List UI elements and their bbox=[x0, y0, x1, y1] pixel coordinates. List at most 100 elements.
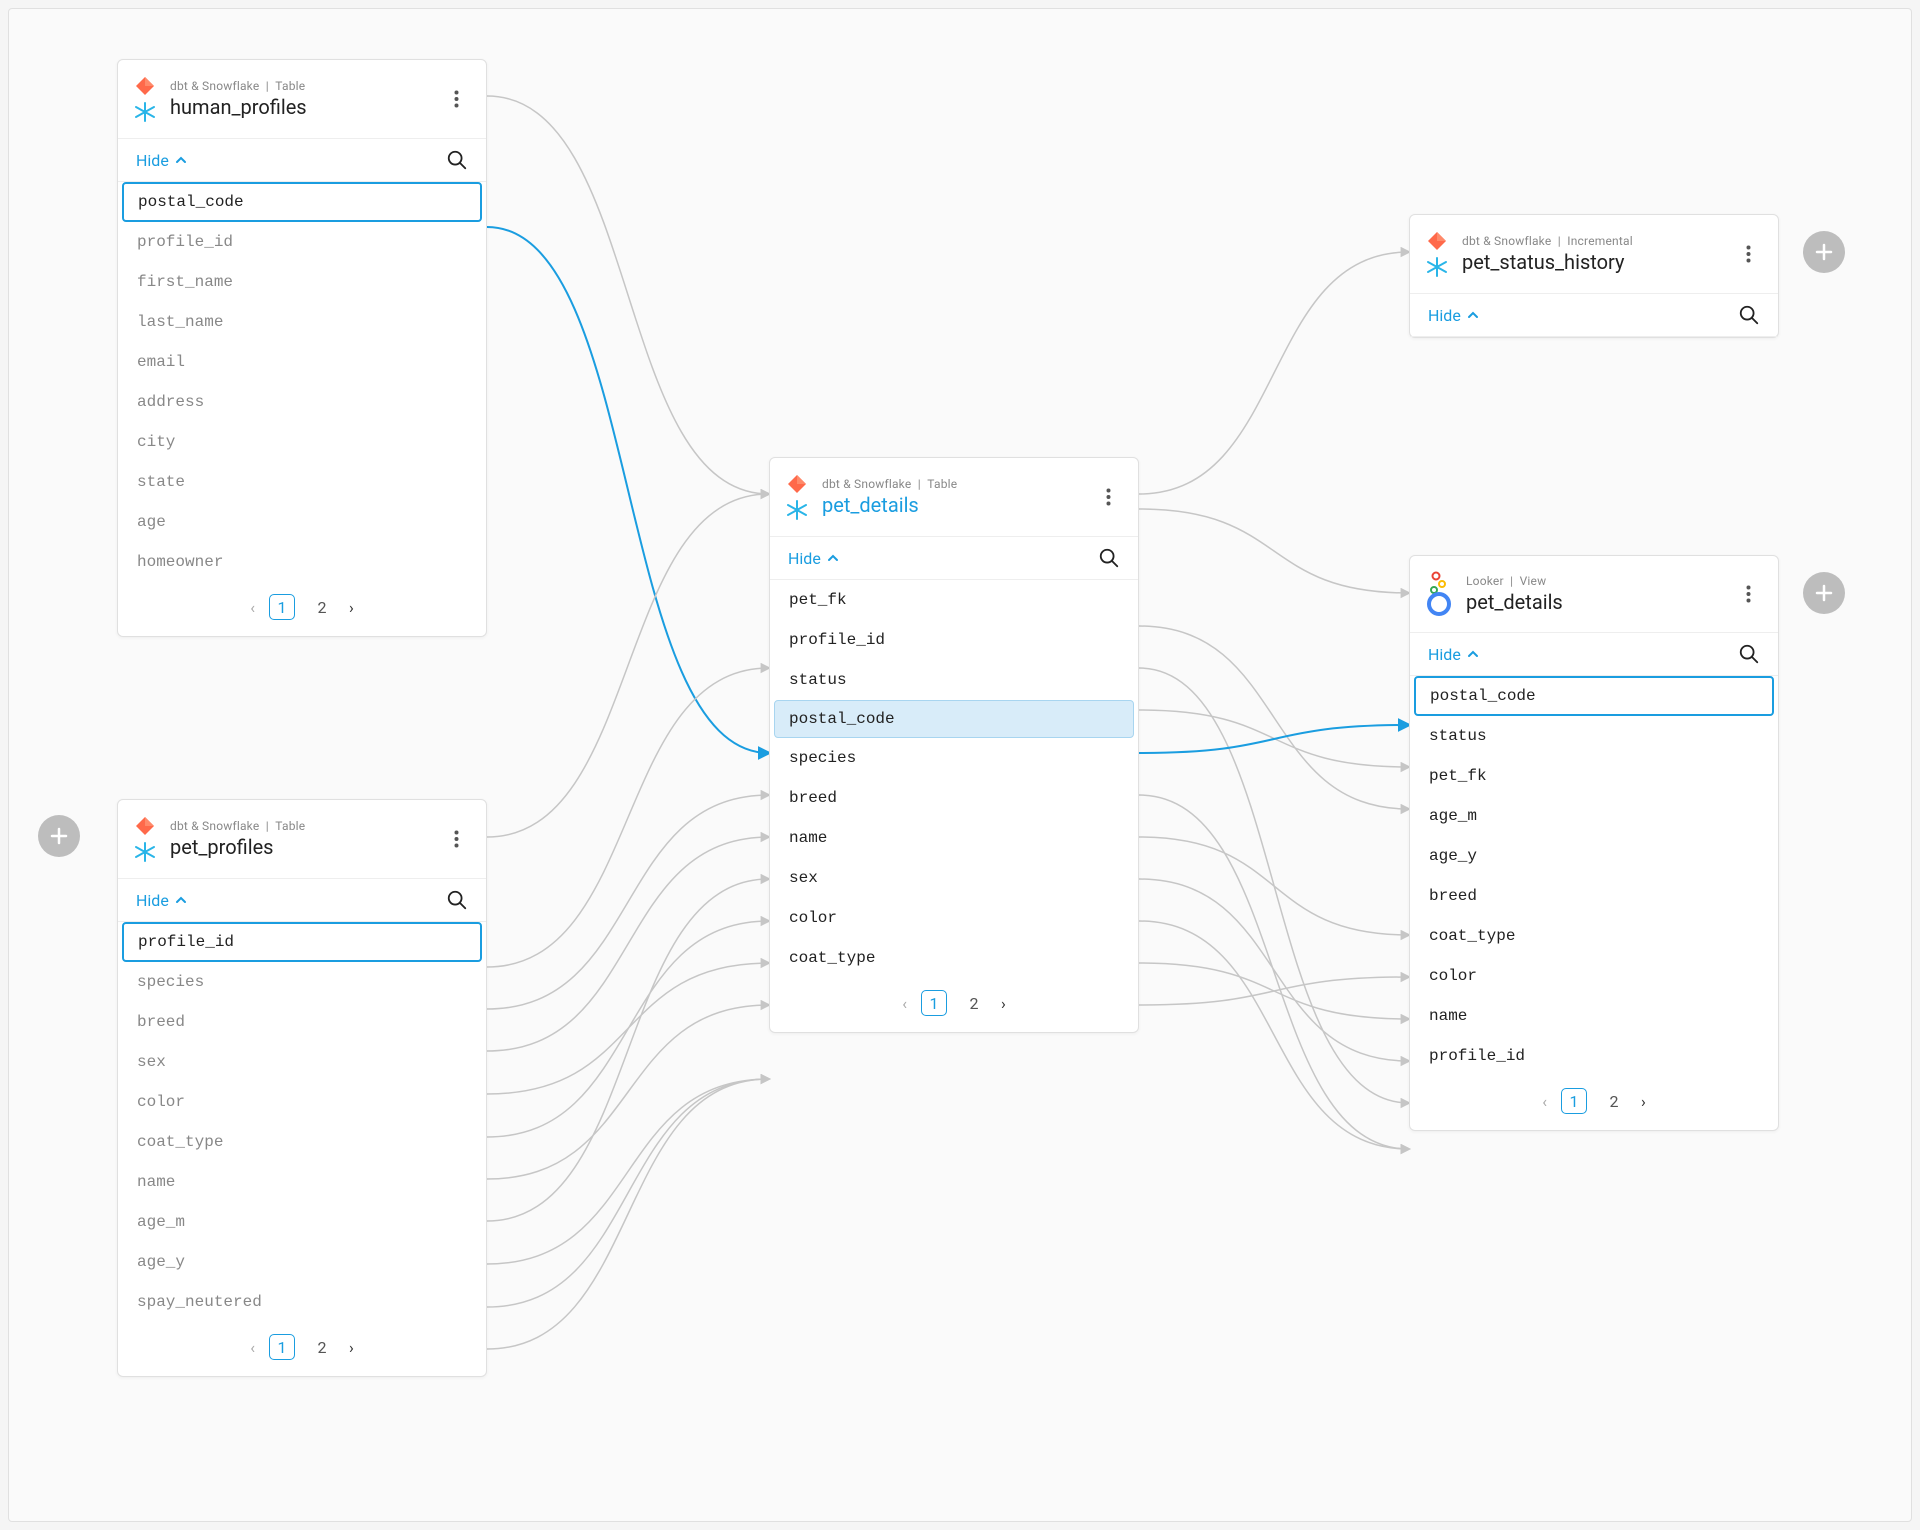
prev-page[interactable]: ‹ bbox=[1542, 1092, 1547, 1111]
pager: ‹ 1 2 › bbox=[1410, 1076, 1778, 1130]
page-1[interactable]: 1 bbox=[269, 594, 295, 620]
node-pet_status_history[interactable]: dbt & Snowflake | Incremental pet_status… bbox=[1409, 214, 1779, 338]
node-header[interactable]: dbt & Snowflake | Table pet_profiles bbox=[118, 800, 486, 879]
prev-page[interactable]: ‹ bbox=[250, 598, 255, 617]
column-pet_fk[interactable]: pet_fk bbox=[770, 580, 1138, 620]
column-profile_id[interactable]: profile_id bbox=[1410, 1036, 1778, 1076]
more-icon[interactable] bbox=[1736, 582, 1760, 606]
more-icon[interactable] bbox=[1736, 242, 1760, 266]
page-2[interactable]: 2 bbox=[309, 594, 335, 620]
column-species[interactable]: species bbox=[118, 962, 486, 1002]
node-header[interactable]: Looker | View pet_details bbox=[1410, 556, 1778, 633]
next-page[interactable]: › bbox=[1001, 994, 1006, 1013]
more-icon[interactable] bbox=[1096, 485, 1120, 509]
column-profile_id[interactable]: profile_id bbox=[122, 922, 482, 962]
add-node-button[interactable] bbox=[1803, 572, 1845, 614]
column-city[interactable]: city bbox=[118, 422, 486, 462]
search-icon[interactable] bbox=[1738, 304, 1760, 326]
hide-label: Hide bbox=[1428, 306, 1461, 325]
column-breed[interactable]: breed bbox=[770, 778, 1138, 818]
column-coat_type[interactable]: coat_type bbox=[1410, 916, 1778, 956]
column-postal_code[interactable]: postal_code bbox=[1414, 676, 1774, 716]
dbt-icon bbox=[132, 74, 158, 98]
node-pet_details[interactable]: dbt & Snowflake | Table pet_details Hide… bbox=[769, 457, 1139, 1033]
column-address[interactable]: address bbox=[118, 382, 486, 422]
hide-toggle[interactable]: Hide bbox=[136, 151, 187, 170]
page-2[interactable]: 2 bbox=[1601, 1088, 1627, 1114]
pager: ‹ 1 2 › bbox=[770, 978, 1138, 1032]
column-age[interactable]: age bbox=[118, 502, 486, 542]
page-2[interactable]: 2 bbox=[961, 990, 987, 1016]
add-node-button[interactable] bbox=[1803, 231, 1845, 273]
column-breed[interactable]: breed bbox=[118, 1002, 486, 1042]
snowflake-icon bbox=[1424, 255, 1450, 279]
column-age_y[interactable]: age_y bbox=[1410, 836, 1778, 876]
column-name[interactable]: name bbox=[118, 1162, 486, 1202]
hide-toggle[interactable]: Hide bbox=[1428, 306, 1479, 325]
column-name[interactable]: name bbox=[770, 818, 1138, 858]
column-sex[interactable]: sex bbox=[118, 1042, 486, 1082]
column-color[interactable]: color bbox=[118, 1082, 486, 1122]
page-1[interactable]: 1 bbox=[1561, 1088, 1587, 1114]
column-postal_code[interactable]: postal_code bbox=[774, 700, 1134, 738]
column-profile_id[interactable]: profile_id bbox=[118, 222, 486, 262]
page-1[interactable]: 1 bbox=[921, 990, 947, 1016]
column-breed[interactable]: breed bbox=[1410, 876, 1778, 916]
column-profile_id[interactable]: profile_id bbox=[770, 620, 1138, 660]
column-first_name[interactable]: first_name bbox=[118, 262, 486, 302]
column-pet_fk[interactable]: pet_fk bbox=[1410, 756, 1778, 796]
column-last_name[interactable]: last_name bbox=[118, 302, 486, 342]
column-color[interactable]: color bbox=[1410, 956, 1778, 996]
column-homeowner[interactable]: homeowner bbox=[118, 542, 486, 582]
column-coat_type[interactable]: coat_type bbox=[770, 938, 1138, 978]
node-source: dbt & Snowflake | Table bbox=[822, 477, 1096, 491]
column-status[interactable]: status bbox=[1410, 716, 1778, 756]
more-icon[interactable] bbox=[444, 87, 468, 111]
pager: ‹ 1 2 › bbox=[118, 582, 486, 636]
node-header[interactable]: dbt & Snowflake | Table pet_details bbox=[770, 458, 1138, 537]
more-icon[interactable] bbox=[444, 827, 468, 851]
page-2[interactable]: 2 bbox=[309, 1334, 335, 1360]
dbt-icon bbox=[132, 814, 158, 838]
prev-page[interactable]: ‹ bbox=[902, 994, 907, 1013]
column-name[interactable]: name bbox=[1410, 996, 1778, 1036]
next-page[interactable]: › bbox=[1641, 1092, 1646, 1111]
column-coat_type[interactable]: coat_type bbox=[118, 1122, 486, 1162]
column-color[interactable]: color bbox=[770, 898, 1138, 938]
node-header[interactable]: dbt & Snowflake | Incremental pet_status… bbox=[1410, 215, 1778, 294]
hide-label: Hide bbox=[136, 151, 169, 170]
column-email[interactable]: email bbox=[118, 342, 486, 382]
search-icon[interactable] bbox=[446, 149, 468, 171]
column-age_m[interactable]: age_m bbox=[1410, 796, 1778, 836]
column-spay_neutered[interactable]: spay_neutered bbox=[118, 1282, 486, 1322]
hide-toggle[interactable]: Hide bbox=[136, 891, 187, 910]
next-page[interactable]: › bbox=[349, 1338, 354, 1357]
pager: ‹ 1 2 › bbox=[118, 1322, 486, 1376]
node-header[interactable]: dbt & Snowflake | Table human_profiles bbox=[118, 60, 486, 139]
dbt-icon bbox=[784, 472, 810, 496]
search-icon[interactable] bbox=[1098, 547, 1120, 569]
column-species[interactable]: species bbox=[770, 738, 1138, 778]
lineage-canvas[interactable]: dbt & Snowflake | Table human_profiles H… bbox=[8, 8, 1912, 1522]
column-age_y[interactable]: age_y bbox=[118, 1242, 486, 1282]
snowflake-icon bbox=[132, 840, 158, 864]
node-human_profiles[interactable]: dbt & Snowflake | Table human_profiles H… bbox=[117, 59, 487, 637]
search-icon[interactable] bbox=[446, 889, 468, 911]
add-node-button[interactable] bbox=[38, 815, 80, 857]
node-title: pet_details bbox=[822, 493, 1096, 517]
column-sex[interactable]: sex bbox=[770, 858, 1138, 898]
next-page[interactable]: › bbox=[349, 598, 354, 617]
column-postal_code[interactable]: postal_code bbox=[122, 182, 482, 222]
column-state[interactable]: state bbox=[118, 462, 486, 502]
prev-page[interactable]: ‹ bbox=[250, 1338, 255, 1357]
node-looker_pet_details[interactable]: Looker | View pet_details Hide postal_co… bbox=[1409, 555, 1779, 1131]
column-list: postal_codestatuspet_fkage_mage_ybreedco… bbox=[1410, 676, 1778, 1076]
hide-toggle[interactable]: Hide bbox=[1428, 645, 1479, 664]
hide-label: Hide bbox=[136, 891, 169, 910]
node-pet_profiles[interactable]: dbt & Snowflake | Table pet_profiles Hid… bbox=[117, 799, 487, 1377]
search-icon[interactable] bbox=[1738, 643, 1760, 665]
column-status[interactable]: status bbox=[770, 660, 1138, 700]
column-age_m[interactable]: age_m bbox=[118, 1202, 486, 1242]
hide-toggle[interactable]: Hide bbox=[788, 549, 839, 568]
page-1[interactable]: 1 bbox=[269, 1334, 295, 1360]
